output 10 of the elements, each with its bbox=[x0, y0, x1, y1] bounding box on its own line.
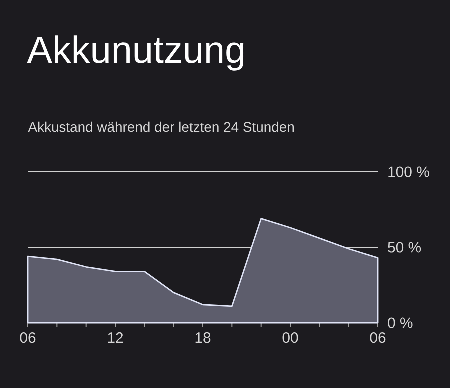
chart-subtitle: Akkustand während der letzten 24 Stunden bbox=[28, 122, 294, 132]
x-tick-label: 18 bbox=[196, 332, 211, 344]
y-tick-label: 100 % bbox=[388, 166, 430, 178]
x-tick-label: 06 bbox=[370, 332, 386, 344]
x-tick-label: 00 bbox=[282, 332, 298, 344]
x-tick-label: 12 bbox=[108, 332, 124, 343]
x-tick-label: 06 bbox=[20, 332, 36, 344]
y-tick-label: 0 % bbox=[388, 318, 413, 328]
chart-title: Akkunutzung bbox=[27, 36, 244, 71]
y-tick-label: 50 % bbox=[388, 242, 422, 253]
